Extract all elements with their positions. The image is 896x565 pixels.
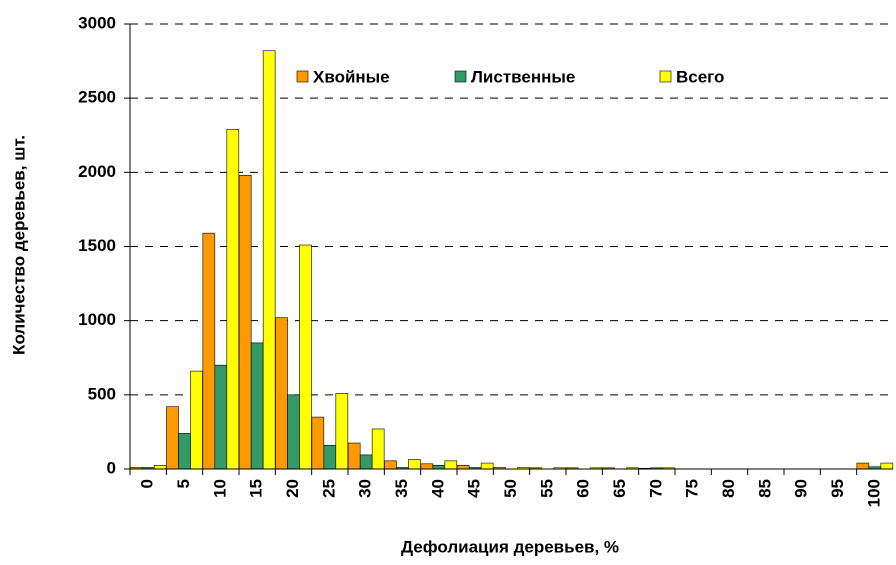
- bar: [408, 459, 421, 470]
- legend-swatch: [296, 70, 309, 83]
- bar: [190, 370, 203, 470]
- x-tick-label: 95: [828, 479, 847, 498]
- bar: [214, 364, 228, 470]
- y-tick-label: 3000: [78, 13, 116, 32]
- x-tick-label: 20: [283, 479, 302, 498]
- x-axis-title: Дефолиация деревьев, %: [401, 537, 619, 556]
- bar: [384, 460, 397, 470]
- bar: [444, 460, 458, 470]
- y-tick-label: 0: [107, 458, 116, 477]
- legend-label: Всего: [676, 67, 724, 86]
- x-tick-label: 65: [610, 479, 629, 498]
- x-tick-label: 25: [319, 479, 338, 498]
- bar: [311, 416, 325, 470]
- bar: [359, 454, 373, 470]
- bar: [153, 464, 167, 470]
- bar: [323, 444, 337, 470]
- y-tick-label: 1000: [78, 310, 116, 329]
- y-tick-label: 2000: [78, 162, 116, 181]
- x-tick-label: 80: [719, 479, 738, 498]
- bar: [856, 462, 870, 470]
- legend-label: Хвойные: [313, 67, 390, 86]
- bar: [432, 464, 446, 470]
- y-tick-label: 2500: [78, 88, 116, 107]
- bar: [275, 317, 288, 470]
- x-tick-label: 90: [792, 479, 811, 498]
- legend-swatch: [454, 70, 467, 83]
- legend-label: Лиственные: [471, 67, 575, 86]
- x-tick-label: 100: [864, 479, 883, 507]
- bar: [347, 442, 361, 470]
- bar: [178, 433, 191, 470]
- bar: [335, 393, 349, 470]
- legend-swatch: [659, 70, 672, 83]
- x-tick-label: 35: [392, 479, 411, 498]
- x-tick-label: 75: [683, 479, 702, 498]
- bar: [166, 406, 179, 470]
- y-axis-title: Количество деревьев, шт.: [9, 135, 28, 355]
- x-tick-label: 40: [428, 479, 447, 498]
- bar: [371, 428, 385, 470]
- bar: [250, 342, 264, 470]
- bar: [202, 232, 216, 470]
- bar: [287, 394, 300, 470]
- x-tick-label: 55: [537, 479, 556, 498]
- x-tick-label: 5: [174, 479, 193, 488]
- y-tick-label: 500: [88, 384, 116, 403]
- x-tick-label: 15: [247, 479, 266, 498]
- x-tick-label: 85: [755, 479, 774, 498]
- bar: [420, 463, 434, 470]
- bar: [226, 129, 240, 470]
- bar: [299, 244, 312, 470]
- x-tick-label: 70: [646, 479, 665, 498]
- bar: [880, 462, 894, 470]
- bar: [262, 50, 276, 470]
- x-tick-label: 45: [465, 479, 484, 498]
- bar: [238, 175, 252, 470]
- x-tick-label: 10: [210, 479, 229, 498]
- x-tick-label: 50: [501, 479, 520, 498]
- y-tick-label: 1500: [78, 236, 116, 255]
- bar: [480, 462, 494, 470]
- bar: [456, 464, 470, 470]
- x-tick-label: 0: [138, 479, 157, 488]
- x-tick-label: 60: [574, 479, 593, 498]
- x-tick-label: 30: [356, 479, 375, 498]
